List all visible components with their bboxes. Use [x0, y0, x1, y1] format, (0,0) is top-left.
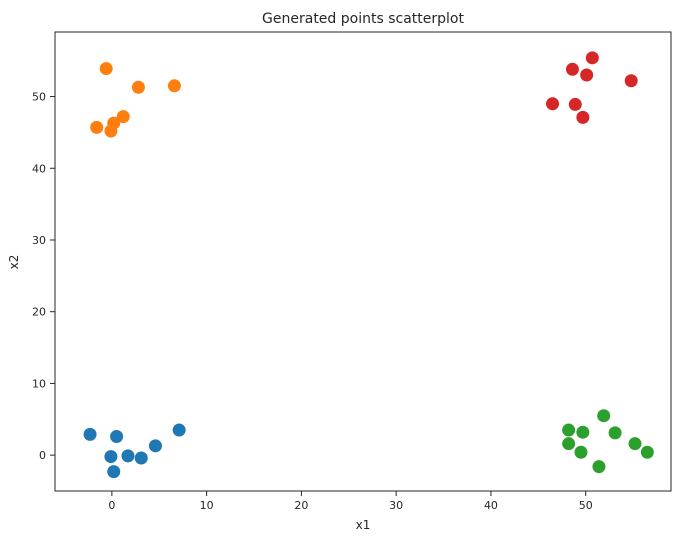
x-tick-label: 40 — [484, 499, 498, 512]
x-tick-label: 50 — [579, 499, 593, 512]
y-tick-label: 0 — [39, 449, 46, 462]
plot-area: 0 10 20 30 40 50 0 10 20 30 40 50 — [32, 31, 672, 512]
scatter-point — [580, 68, 594, 82]
scatter-point — [90, 120, 104, 134]
scatter-point — [546, 97, 560, 111]
scatter-point — [562, 423, 576, 437]
scatter-point — [576, 425, 590, 439]
scatter-point — [576, 110, 590, 124]
x-axis-title: x1 — [356, 518, 371, 532]
scatter-point — [585, 51, 599, 65]
scatter-point — [116, 110, 130, 124]
scatter-point — [574, 445, 588, 459]
x-tick-label: 30 — [389, 499, 403, 512]
y-tick-label: 20 — [32, 306, 46, 319]
y-axis: 0 10 20 30 40 50 — [32, 91, 55, 462]
scatter-point — [624, 74, 638, 88]
y-tick-label: 50 — [32, 91, 46, 104]
scatter-point — [104, 450, 118, 464]
y-axis-title: x2 — [7, 255, 21, 270]
x-tick-label: 20 — [294, 499, 308, 512]
data-points — [83, 51, 654, 479]
y-tick-label: 10 — [32, 377, 46, 390]
scatter-point — [121, 449, 135, 463]
scatter-point — [172, 423, 186, 437]
scatter-point — [107, 465, 121, 479]
scatter-point — [640, 445, 654, 459]
y-tick-label: 40 — [32, 162, 46, 175]
x-tick-label: 0 — [108, 499, 115, 512]
y-tick-label: 30 — [32, 234, 46, 247]
scatter-point — [608, 426, 622, 440]
scatter-point — [565, 62, 579, 76]
scatter-point — [131, 80, 145, 94]
scatter-point — [148, 439, 162, 453]
scatter-point — [83, 427, 97, 441]
scatter-point — [592, 460, 606, 474]
scatter-point — [134, 451, 148, 465]
scatter-point — [597, 409, 611, 423]
scatter-point — [110, 429, 124, 443]
scatter-point — [628, 437, 642, 451]
plot-frame — [54, 31, 672, 492]
scatter-point — [167, 79, 181, 93]
x-axis: 0 10 20 30 40 50 — [108, 491, 593, 512]
scatter-point — [99, 62, 113, 76]
x-tick-label: 10 — [200, 499, 214, 512]
scatter-point — [104, 124, 118, 138]
scatter-point — [568, 97, 582, 111]
chart-title: Generated points scatterplot — [262, 11, 464, 27]
scatter-point — [562, 437, 576, 451]
